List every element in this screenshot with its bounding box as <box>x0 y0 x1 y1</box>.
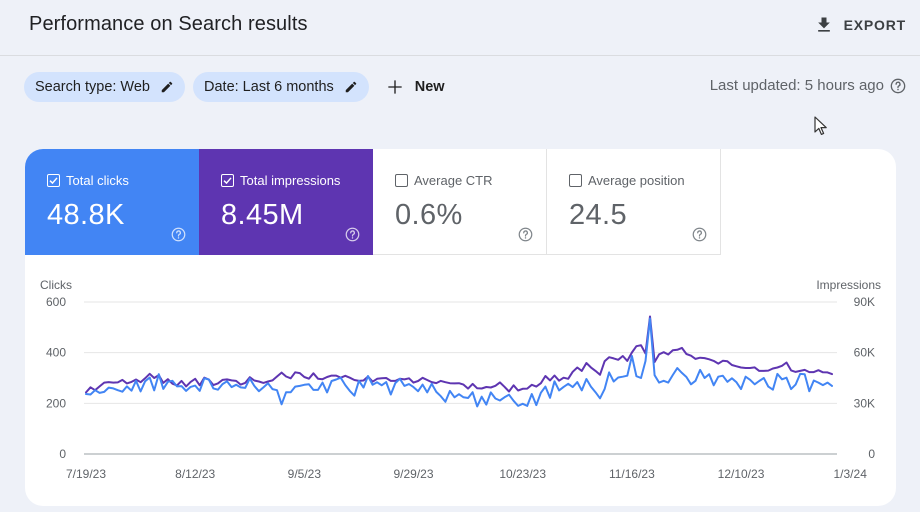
edit-icon <box>345 81 357 93</box>
right-axis-label: Impressions <box>816 278 881 292</box>
performance-card: Total clicks 48.8K Total impressions 8.4… <box>25 149 896 506</box>
checkbox-unchecked-icon[interactable] <box>395 174 408 187</box>
x-tick-label: 12/10/23 <box>718 467 765 481</box>
y-right-tick-label: 90K <box>854 295 875 309</box>
y-left-tick-label: 400 <box>46 346 66 360</box>
x-tick-label: 8/12/23 <box>175 467 215 481</box>
metric-label: Total clicks <box>66 173 129 188</box>
help-icon[interactable] <box>890 78 906 94</box>
checkbox-unchecked-icon[interactable] <box>569 174 582 187</box>
help-icon[interactable] <box>692 227 707 242</box>
y-right-tick-label: 0 <box>868 447 875 461</box>
x-tick-label: 9/29/23 <box>393 467 433 481</box>
search-type-chip[interactable]: Search type: Web <box>24 72 185 102</box>
metric-total-impressions[interactable]: Total impressions 8.45M <box>199 149 373 255</box>
x-tick-label: 11/16/23 <box>609 467 655 481</box>
date-range-label: Date: Last 6 months <box>204 79 334 95</box>
metric-value: 24.5 <box>569 199 628 231</box>
help-icon[interactable] <box>171 227 186 242</box>
plus-icon <box>388 80 402 94</box>
y-right-tick-label: 60K <box>854 346 875 360</box>
y-left-tick-label: 200 <box>46 396 66 410</box>
y-right-tick-label: 30K <box>854 396 875 410</box>
y-left-tick-label: 600 <box>46 295 66 309</box>
metric-value: 48.8K <box>47 199 125 231</box>
checkbox-checked-icon[interactable] <box>47 174 60 187</box>
help-icon[interactable] <box>345 227 360 242</box>
page-title: Performance on Search results <box>29 13 308 35</box>
performance-chart[interactable]: Clicks Impressions 0 200 400 600 0 30K 60K 90K 7… <box>25 149 896 506</box>
metric-label: Total impressions <box>240 173 341 188</box>
date-range-chip[interactable]: Date: Last 6 months <box>193 72 369 102</box>
left-axis-label: Clicks <box>40 278 72 292</box>
x-tick-label: 10/23/23 <box>499 467 546 481</box>
search-type-label: Search type: Web <box>35 79 150 95</box>
new-filter-button[interactable]: New <box>387 79 445 95</box>
export-label: EXPORT <box>843 17 906 33</box>
metric-label: Average CTR <box>414 173 493 188</box>
metric-label: Average position <box>588 173 685 188</box>
new-filter-label: New <box>414 79 445 95</box>
help-icon[interactable] <box>518 227 533 242</box>
filter-bar: Search type: Web Date: Last 6 months New <box>24 71 445 103</box>
metric-value: 8.45M <box>221 199 304 231</box>
last-updated-text: Last updated: 5 hours ago <box>709 77 884 94</box>
y-left-tick-label: 0 <box>59 447 66 461</box>
checkbox-checked-icon[interactable] <box>221 174 234 187</box>
x-tick-label: 7/19/23 <box>66 467 106 481</box>
download-icon <box>817 17 830 32</box>
export-button[interactable]: EXPORT <box>814 12 906 38</box>
metric-total-clicks[interactable]: Total clicks 48.8K <box>25 149 199 255</box>
clicks-series-line <box>85 317 833 408</box>
page-header: Performance on Search results EXPORT <box>0 0 920 56</box>
metric-value: 0.6% <box>395 199 463 231</box>
x-tick-label: 9/5/23 <box>288 467 322 481</box>
x-tick-label: 1/3/24 <box>834 467 868 481</box>
mouse-cursor-icon <box>814 116 827 135</box>
metric-average-position[interactable]: Average position 24.5 <box>547 149 721 255</box>
impressions-series-line <box>85 315 833 394</box>
metric-average-ctr[interactable]: Average CTR 0.6% <box>373 149 547 255</box>
edit-icon <box>161 81 173 93</box>
last-updated-status: Last updated: 5 hours ago <box>710 77 906 94</box>
